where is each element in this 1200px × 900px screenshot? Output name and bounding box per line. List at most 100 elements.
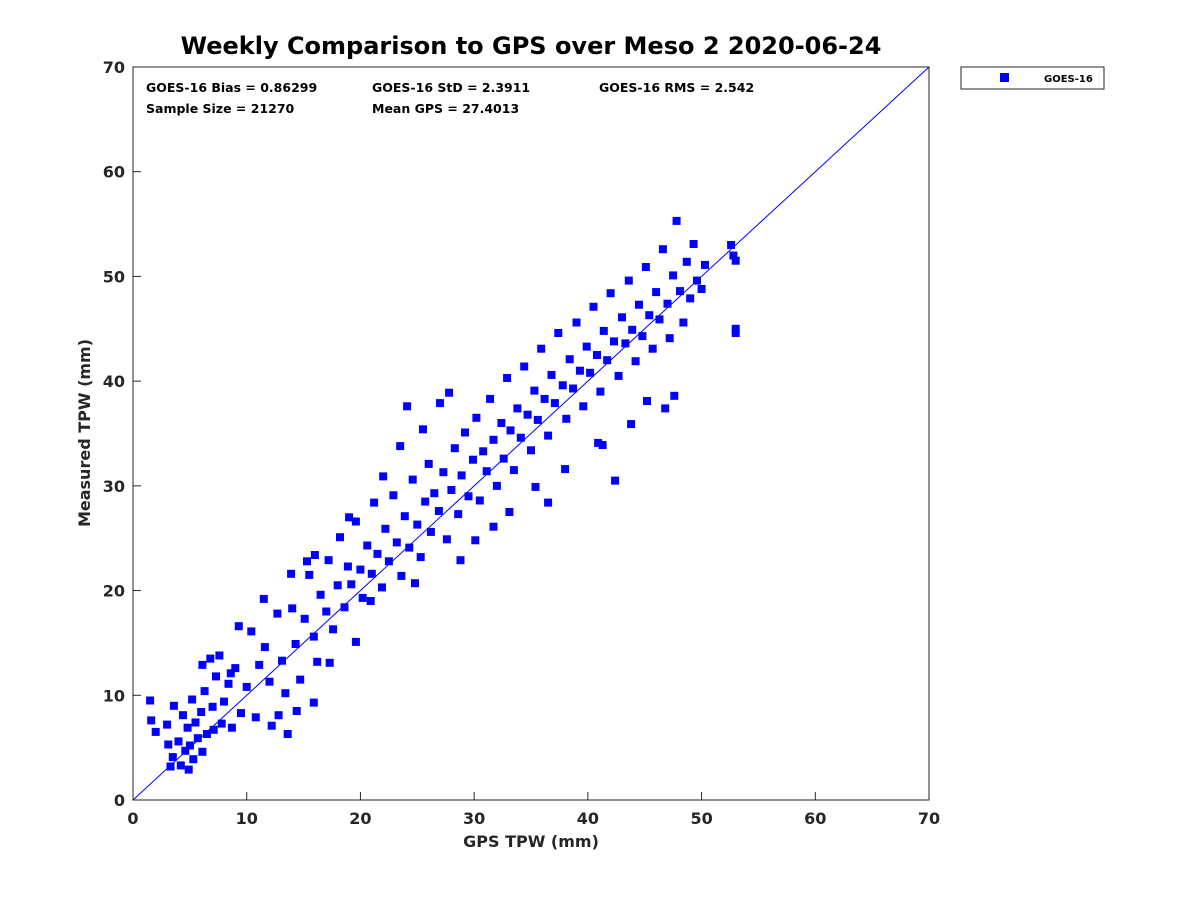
data-point [641,263,650,271]
y-tick-label: 40 [103,372,125,391]
data-point [309,698,318,707]
data-point [227,723,236,732]
data-point [489,435,498,444]
data-point [166,762,175,771]
data-point [366,597,375,605]
x-tick-label: 60 [804,809,826,828]
data-point [492,481,501,490]
data-point [296,675,305,684]
data-point [569,384,578,393]
legend: GOES-16 [960,66,1105,90]
y-tick-label: 20 [103,582,125,601]
data-point [345,513,354,522]
data-point [247,627,256,636]
data-point [288,604,297,613]
data-point [729,251,738,260]
data-point [333,581,342,590]
data-point [436,399,444,408]
data-point [475,496,484,505]
data-point [558,381,567,390]
data-point [322,607,331,616]
data-point [281,689,290,698]
data-point [523,410,532,419]
data-point [316,590,325,599]
data-point [445,388,454,397]
x-tick-label: 70 [918,809,940,828]
data-point [267,721,276,730]
data-point [627,420,636,429]
data-point [329,625,338,634]
legend-marker-square [1000,73,1009,82]
data-point [544,431,553,440]
data-point [367,569,376,578]
stat-rms: GOES-16 RMS = 2.542 [599,80,754,95]
data-point [689,240,698,248]
plot-area [132,66,930,801]
data-point [472,413,481,422]
data-point [693,276,701,285]
data-point [163,720,172,729]
data-point [400,512,409,521]
data-point [303,557,311,566]
data-point [565,355,574,364]
data-point [185,741,194,750]
data-point [533,415,542,424]
data-point [631,357,640,366]
data-point [179,711,187,720]
data-point [200,687,209,696]
data-point [215,651,224,660]
stat-mean-gps: Mean GPS = 27.4013 [372,101,519,116]
x-tick-label: 50 [690,809,712,828]
data-point [461,428,469,437]
data-point [193,734,202,743]
data-point [396,442,405,451]
data-point [530,386,539,395]
data-point [381,524,390,533]
data-point [727,241,736,249]
data-point [434,507,443,515]
data-point [384,557,393,566]
data-point [509,466,518,475]
data-point [310,551,319,559]
data-point [259,594,268,603]
data-point [206,654,215,663]
data-point [151,727,160,736]
x-tick-label: 0 [127,809,138,828]
data-point [181,746,190,755]
data-point [697,285,706,293]
stat-bias: GOES-16 Bias = 0.86299 [146,80,317,95]
y-axis-label: Measured TPW (mm) [75,339,94,527]
data-point [283,730,292,738]
data-point [343,562,352,571]
chart-title: Weekly Comparison to GPS over Meso 2 202… [181,32,882,60]
data-point [624,276,633,285]
data-point [731,324,740,333]
data-point [389,491,398,500]
data-point [164,740,173,749]
data-point [198,660,207,669]
x-tick-label: 40 [577,809,599,828]
data-point [655,315,664,324]
data-point [599,326,608,335]
y-tick-label: 50 [103,267,125,286]
data-point [603,356,612,365]
data-point [665,334,674,343]
x-axis-label: GPS TPW (mm) [463,832,599,851]
data-point [356,565,365,574]
data-point [242,682,251,691]
data-point [561,465,570,474]
data-point [610,337,618,346]
data-point [469,455,477,464]
data-point [255,660,264,669]
data-point [635,300,643,309]
data-point [379,472,388,481]
data-point [540,394,549,403]
data-point [184,765,193,774]
data-point [454,510,463,519]
data-point [456,556,465,565]
data-point [586,368,595,377]
data-point [611,476,620,485]
data-point [527,446,535,455]
data-point [198,747,207,756]
data-point [479,447,488,456]
